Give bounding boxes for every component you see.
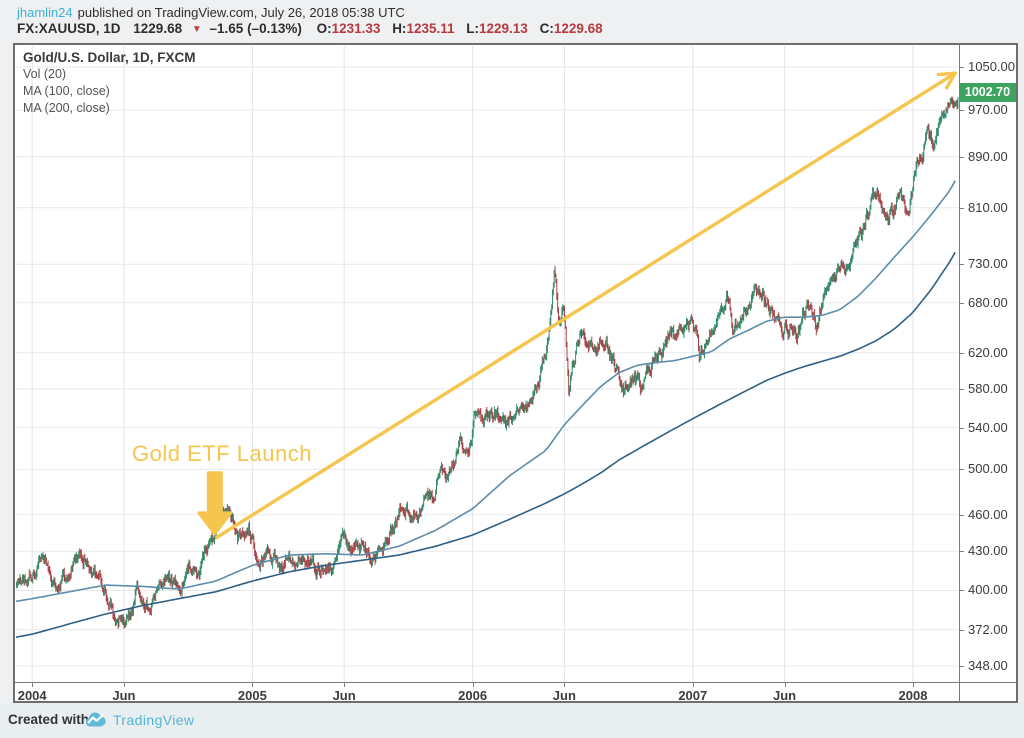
last-price: 1229.68 [133, 21, 183, 36]
tradingview-brand-link[interactable]: TradingView [113, 712, 195, 728]
ma200-line [16, 251, 956, 638]
quote-line: FX:XAUUSD, 1D 1229.68 ▼ –1.65 (–0.13%) O… [17, 21, 611, 36]
trend-arrow-line [214, 71, 957, 540]
legend-item-ma200: MA (200, close) [23, 101, 110, 115]
y-axis-label: 580.00 [968, 380, 1008, 396]
y-axis-tick [959, 514, 964, 516]
publish-text: published on TradingView.com, July 26, 2… [77, 5, 405, 20]
y-axis-tick [959, 302, 964, 304]
ma100-line [16, 180, 956, 603]
ohlc-close: C:1229.68 [539, 21, 603, 36]
price-axis-separator [959, 45, 960, 701]
candlestick-series [16, 96, 959, 629]
legend-item-ma100: MA (100, close) [23, 84, 110, 98]
down-arrow [197, 471, 233, 536]
chart-legend: Gold/U.S. Dollar, 1D, FXCM Vol (20) MA (… [23, 49, 196, 117]
y-axis-label: 1050.00 [968, 59, 1015, 74]
x-axis-tick [784, 682, 786, 687]
x-axis-tick [692, 682, 694, 687]
y-axis-label: 810.00 [968, 199, 1008, 215]
y-axis-label: 348.00 [968, 658, 1008, 673]
y-axis-label: 500.00 [968, 461, 1008, 477]
y-axis-tick [959, 629, 964, 631]
y-axis-label: 460.00 [968, 506, 1008, 522]
y-axis-label: 372.00 [968, 621, 1008, 637]
annotation-gold-etf-launch: Gold ETF Launch [132, 441, 312, 466]
plot-area [16, 46, 959, 683]
chart-widget: Gold/U.S. Dollar, 1D, FXCM Vol (20) MA (… [13, 43, 1018, 703]
price-chart-canvas [16, 46, 959, 683]
symbol-label: FX:XAUUSD, 1D [17, 21, 121, 36]
username-link[interactable]: jhamlin24 [17, 5, 73, 20]
x-axis-tick [344, 682, 346, 687]
x-axis-label: Jun [552, 688, 576, 703]
y-axis-tick [959, 264, 964, 266]
footer-bar: Created with TradingView [0, 703, 1024, 738]
x-axis-label: 2005 [237, 688, 267, 703]
x-axis-label: Jun [772, 688, 797, 703]
time-axis-separator [15, 682, 1016, 683]
down-triangle-icon: ▼ [191, 24, 202, 35]
y-axis-tick [959, 590, 964, 592]
y-axis-label: 400.00 [968, 582, 1008, 598]
y-axis-tick [959, 427, 964, 429]
down-candles [18, 96, 958, 629]
y-axis-label: 730.00 [968, 256, 1008, 272]
x-axis-label: 2007 [678, 688, 708, 703]
x-axis-tick [32, 682, 34, 687]
x-axis-tick [913, 682, 914, 687]
x-axis-label: 2008 [898, 688, 928, 703]
ohlc-open: O:1231.33 [316, 21, 381, 36]
tradingview-logo-icon[interactable] [84, 711, 108, 729]
y-axis-tick [959, 551, 964, 553]
up-candles [16, 96, 959, 628]
y-axis-tick [959, 388, 964, 390]
y-axis-tick [959, 469, 964, 471]
y-axis-tick [959, 67, 964, 68]
ohlc-high: H:1235.11 [392, 21, 455, 36]
x-axis-label: Jun [112, 688, 136, 703]
x-axis-label: Jun [332, 688, 356, 703]
last-price-badge: 1002.70 [959, 82, 1016, 102]
legend-item-volume: Vol (20) [23, 67, 67, 81]
ohlc-low: L:1229.13 [466, 21, 528, 36]
y-axis-label: 540.00 [968, 419, 1008, 435]
x-axis-tick [564, 682, 566, 687]
x-axis-label: 2004 [17, 688, 47, 703]
legend-title: Gold/U.S. Dollar, 1D, FXCM [23, 50, 196, 65]
y-axis-tick [959, 207, 964, 209]
y-axis-tick [959, 109, 964, 111]
x-axis-tick [472, 682, 474, 687]
y-axis-label: 680.00 [968, 294, 1008, 310]
y-axis-label: 620.00 [968, 344, 1008, 360]
x-axis-tick [252, 682, 254, 687]
trend-arrowhead [936, 71, 957, 90]
created-with-label: Created with [8, 712, 90, 727]
x-axis-label: 2006 [458, 688, 488, 703]
publish-line: jhamlin24 published on TradingView.com, J… [17, 5, 405, 20]
gridlines [16, 46, 959, 683]
y-axis-label: 890.00 [968, 148, 1008, 164]
y-axis-label: 970.00 [968, 101, 1008, 117]
x-axis-tick [123, 682, 125, 687]
y-axis-tick [959, 352, 964, 354]
y-axis-tick [959, 156, 964, 158]
y-axis-label: 430.00 [968, 543, 1008, 559]
y-axis-tick [959, 666, 964, 667]
price-change: –1.65 (–0.13%) [209, 21, 302, 36]
